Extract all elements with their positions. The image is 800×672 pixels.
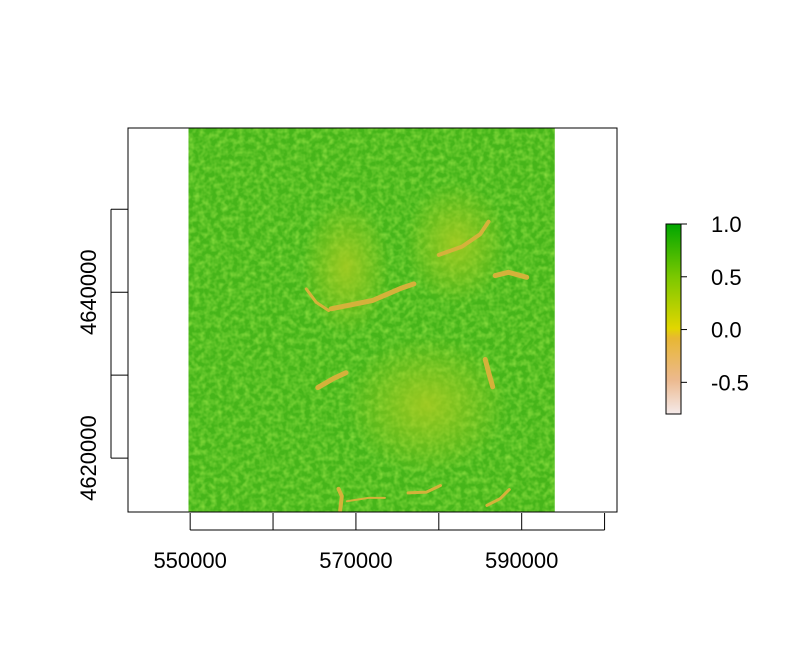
plot-frame [127,127,618,513]
low-value-feature [328,281,417,312]
legend-ticks: 1.0 0.5 0.0 -0.5 [681,212,749,395]
color-legend: 1.0 0.5 0.0 -0.5 [665,212,749,415]
low-value-feature [406,484,442,495]
x-axis: 550000 570000 590000 [153,513,606,573]
legend-colorbar [665,223,682,415]
ndvi-raster [188,128,555,512]
y-axis: 4620000 4640000 [76,208,128,501]
low-value-features [304,219,530,512]
raster-light-zone [404,181,508,305]
raster-light-zone [346,335,508,474]
raster-light-zone [302,197,390,336]
legend-tick-label: 0.5 [711,265,742,290]
x-tick-label: 590000 [485,548,558,573]
low-value-feature [304,287,331,312]
low-value-feature [436,219,491,257]
low-value-feature [482,356,496,390]
legend-tick-label: 1.0 [711,212,742,237]
low-value-feature [485,488,511,507]
legend-tick-label: -0.5 [711,370,749,395]
legend-tick-label: 0.0 [711,318,742,343]
x-tick-label: 570000 [319,548,392,573]
y-tick-label: 4640000 [76,249,101,335]
low-value-feature [345,496,386,503]
x-tick-label: 550000 [153,548,226,573]
low-value-feature [492,269,530,280]
low-value-feature [336,486,344,512]
y-tick-label: 4620000 [76,415,101,501]
low-value-feature [315,370,349,391]
